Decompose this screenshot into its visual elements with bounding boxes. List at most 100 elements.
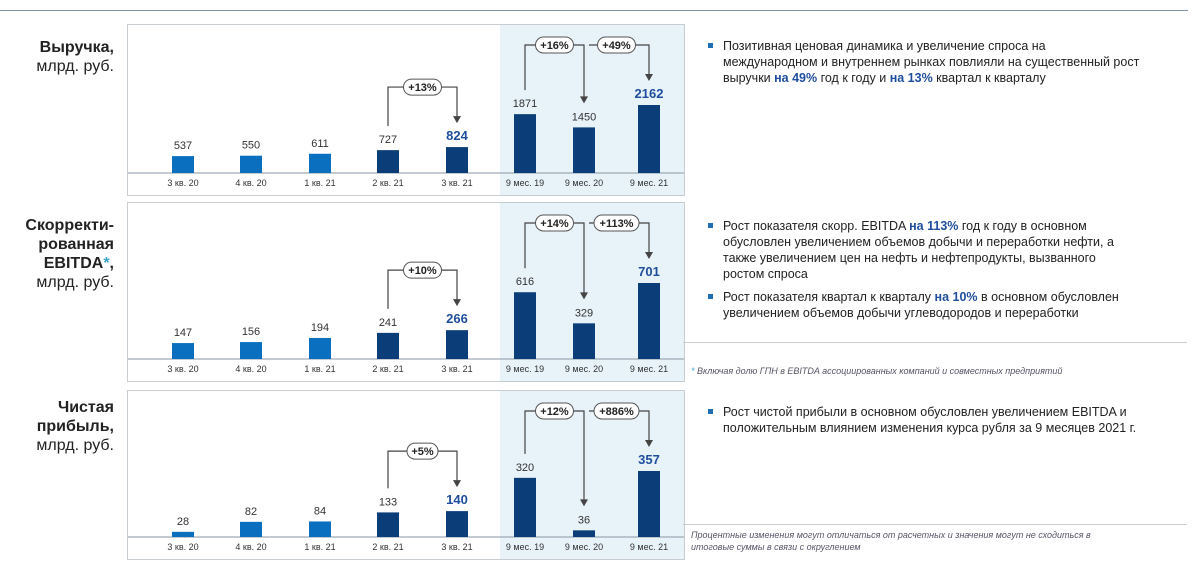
tick-label: 9 мес. 21: [630, 542, 668, 552]
arrow-head-icon: [645, 74, 653, 81]
tick-label: 2 кв. 21: [372, 178, 403, 188]
data-label: 241: [379, 317, 397, 329]
change-arrow: +14%: [524, 214, 588, 300]
metric-title-ebitda: Скорректи- рованная EBITDA*, млрд. руб.: [0, 216, 114, 292]
rounding-footnote: Процентные изменения могут отличаться от…: [683, 524, 1187, 558]
arrow-head-icon: [645, 252, 653, 259]
bar: [446, 511, 468, 537]
bullet-text: Позитивная ценовая динамика и увеличение…: [723, 39, 1046, 53]
data-label: 329: [575, 307, 593, 319]
revenue-notes: Позитивная ценовая динамика и увеличение…: [683, 38, 1187, 188]
metric-title-line: рованная: [38, 236, 114, 253]
bullet-item: Рост показателя квартал к кварталу на 10…: [705, 289, 1175, 321]
bar: [638, 471, 660, 537]
tick-label: 9 мес. 19: [506, 364, 544, 374]
change-badge: [593, 214, 640, 232]
change-label: +10%: [408, 265, 437, 277]
tick-label: 1 кв. 21: [304, 178, 335, 188]
data-label: 537: [174, 140, 192, 152]
tick-label: 9 мес. 19: [506, 178, 544, 188]
tick-label: 1 кв. 21: [304, 364, 335, 374]
tick-label: 9 мес. 21: [630, 364, 668, 374]
bar: [377, 512, 399, 537]
footnote-text: Включая долю ГПН в EBITDA ассоциированны…: [694, 366, 1063, 376]
tick-label: 3 кв. 20: [167, 364, 198, 374]
ebitda-chart: 147 3 кв. 20 156 4 кв. 20 194 1 кв. 21 241 2 кв…: [127, 202, 685, 382]
bullet-text: в основном обусловлен: [977, 290, 1119, 304]
tick-label: 2 кв. 21: [372, 364, 403, 374]
bar: [446, 330, 468, 359]
change-label: +886%: [599, 406, 634, 418]
data-label: 611: [311, 138, 329, 150]
footnote-asterisk: *: [691, 366, 695, 376]
metric-title-line: Выручка,: [39, 39, 114, 56]
bullet-list: Рост чистой прибыли в основном обусловле…: [705, 404, 1175, 443]
footnote-asterisk: *: [103, 255, 110, 272]
data-label: 82: [245, 506, 257, 518]
change-label: +5%: [411, 446, 434, 458]
change-badge: [597, 36, 636, 54]
change-label: +113%: [600, 218, 634, 230]
highlight-text: на 10%: [934, 290, 978, 304]
bar: [240, 155, 262, 173]
bullet-text: обусловлен увеличением объемов добычи и …: [723, 235, 1114, 249]
bullet-square-icon: [708, 43, 713, 48]
data-label: 84: [314, 505, 326, 517]
bar: [573, 530, 595, 537]
tick-label: 9 мес. 21: [630, 178, 668, 188]
bar: [514, 477, 536, 537]
bar: [240, 342, 262, 359]
tick-label: 3 кв. 21: [441, 542, 472, 552]
footnote-text: Процентные изменения могут отличаться от…: [691, 530, 1091, 540]
bar: [309, 153, 331, 173]
change-arrow: +12%: [524, 402, 588, 507]
change-label: +49%: [602, 40, 631, 52]
highlight-text: на 49%: [774, 71, 818, 85]
bullet-list: Рост показателя скорр. EBITDA на 113% го…: [705, 218, 1175, 328]
change-badge: [593, 402, 640, 420]
change-arrow: +13%: [387, 78, 461, 127]
bullet-text: год к году в основном: [958, 219, 1087, 233]
arrow-head-icon: [580, 499, 588, 507]
tick-label: 3 кв. 21: [441, 178, 472, 188]
bullet-square-icon: [708, 294, 713, 299]
change-label: +12%: [540, 406, 569, 418]
metric-title-net-income: Чистая прибыль, млрд. руб.: [0, 398, 114, 455]
change-arrow: +49%: [589, 36, 653, 81]
metric-title-line: EBITDA: [43, 255, 104, 272]
net-income-chart-svg: 28 3 кв. 20 82 4 кв. 20 84 1 кв. 21 133 2 кв. 2…: [128, 391, 684, 559]
bullet-text: Рост показателя квартал к кварталу: [723, 290, 935, 304]
data-label: 133: [379, 496, 397, 508]
data-label: 357: [638, 452, 660, 467]
change-badge: [535, 402, 574, 420]
tick-label: 9 мес. 20: [565, 364, 603, 374]
data-label: 147: [174, 327, 192, 339]
data-label: 194: [311, 322, 329, 334]
data-label: 824: [446, 128, 468, 143]
bar: [172, 343, 194, 359]
revenue-chart-svg: 537 3 кв. 20 550 4 кв. 20 611 1 кв. 21 727 2 кв…: [128, 25, 684, 195]
arrow-head-icon: [645, 440, 653, 447]
bullet-item: Рост чистой прибыли в основном обусловле…: [705, 404, 1175, 436]
ebitda-notes: Рост показателя скорр. EBITDA на 113% го…: [683, 218, 1187, 380]
bullet-text: положительным влиянием изменения курса р…: [723, 421, 1137, 435]
tick-label: 3 кв. 21: [441, 364, 472, 374]
tick-label: 9 мес. 20: [565, 178, 603, 188]
change-badge: [403, 261, 442, 279]
bullet-text: год к году и: [817, 71, 890, 85]
net-income-chart: 28 3 кв. 20 82 4 кв. 20 84 1 кв. 21 133 2 кв. 2…: [127, 390, 685, 560]
data-label: 727: [379, 134, 397, 146]
bar: [638, 105, 660, 173]
tick-label: 9 мес. 20: [565, 542, 603, 552]
bullet-item: Позитивная ценовая динамика и увеличение…: [705, 38, 1175, 86]
tick-label: 4 кв. 20: [235, 178, 266, 188]
data-label: 156: [242, 326, 260, 338]
bullet-text: Рост показателя скорр. EBITDA: [723, 219, 910, 233]
bullet-text: выручки: [723, 71, 775, 85]
bar: [377, 332, 399, 359]
ebitda-chart-svg: 147 3 кв. 20 156 4 кв. 20 194 1 кв. 21 241 2 кв…: [128, 203, 684, 381]
bar: [514, 292, 536, 359]
bar: [240, 521, 262, 537]
data-label: 616: [516, 276, 534, 288]
bullet-item: Рост показателя скорр. EBITDA на 113% го…: [705, 218, 1175, 282]
